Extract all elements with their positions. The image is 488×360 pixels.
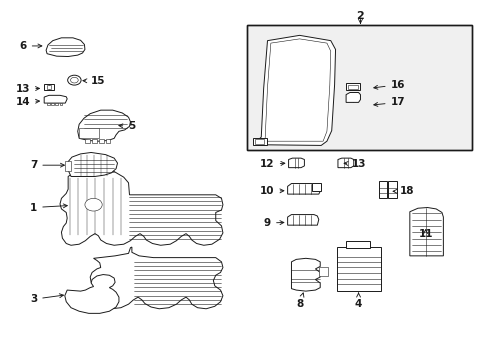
- Bar: [319, 267, 327, 276]
- Bar: [99, 139, 103, 143]
- Text: 17: 17: [373, 98, 405, 107]
- Text: 14: 14: [16, 97, 40, 107]
- Bar: [253, 138, 266, 145]
- Bar: [311, 183, 321, 190]
- Polygon shape: [287, 215, 318, 225]
- Text: 6: 6: [20, 41, 42, 51]
- Text: 8: 8: [295, 293, 303, 309]
- Bar: [60, 103, 62, 105]
- Circle shape: [85, 198, 102, 211]
- Bar: [254, 139, 264, 144]
- Text: 18: 18: [392, 186, 414, 196]
- Text: 7: 7: [30, 160, 64, 170]
- Bar: [55, 103, 58, 105]
- Bar: [105, 139, 110, 143]
- Bar: [346, 242, 369, 248]
- Polygon shape: [90, 247, 223, 309]
- Bar: [79, 129, 99, 138]
- Bar: [51, 103, 54, 105]
- Bar: [46, 85, 51, 89]
- Circle shape: [70, 77, 78, 83]
- Text: 15: 15: [83, 76, 105, 86]
- Text: 13: 13: [16, 84, 40, 94]
- Text: 16: 16: [373, 80, 404, 90]
- Bar: [387, 181, 396, 198]
- Polygon shape: [409, 207, 443, 256]
- Bar: [92, 139, 97, 143]
- Polygon shape: [78, 110, 130, 141]
- Bar: [336, 247, 380, 291]
- Polygon shape: [291, 258, 320, 291]
- Text: 9: 9: [264, 218, 283, 228]
- Polygon shape: [346, 93, 360, 102]
- Bar: [65, 161, 71, 171]
- Polygon shape: [258, 35, 335, 145]
- Bar: [346, 83, 360, 90]
- Polygon shape: [288, 158, 304, 168]
- Text: 10: 10: [260, 186, 283, 196]
- Polygon shape: [64, 275, 119, 313]
- Text: 1: 1: [30, 203, 67, 212]
- Text: 2: 2: [356, 11, 364, 21]
- Text: 3: 3: [30, 294, 63, 304]
- Text: 4: 4: [354, 293, 362, 309]
- Text: 13: 13: [344, 159, 366, 169]
- Text: 12: 12: [260, 159, 284, 169]
- Bar: [347, 85, 357, 89]
- Bar: [44, 84, 54, 90]
- Circle shape: [67, 75, 81, 85]
- Bar: [246, 25, 471, 150]
- Polygon shape: [46, 38, 85, 57]
- Bar: [47, 103, 50, 105]
- Polygon shape: [68, 153, 117, 176]
- Polygon shape: [44, 95, 67, 103]
- Polygon shape: [337, 158, 353, 168]
- Bar: [85, 139, 90, 143]
- Bar: [246, 25, 471, 150]
- Text: 11: 11: [418, 229, 432, 239]
- Polygon shape: [287, 184, 320, 194]
- Bar: [378, 181, 386, 198]
- Polygon shape: [60, 169, 223, 245]
- Text: 5: 5: [119, 121, 135, 131]
